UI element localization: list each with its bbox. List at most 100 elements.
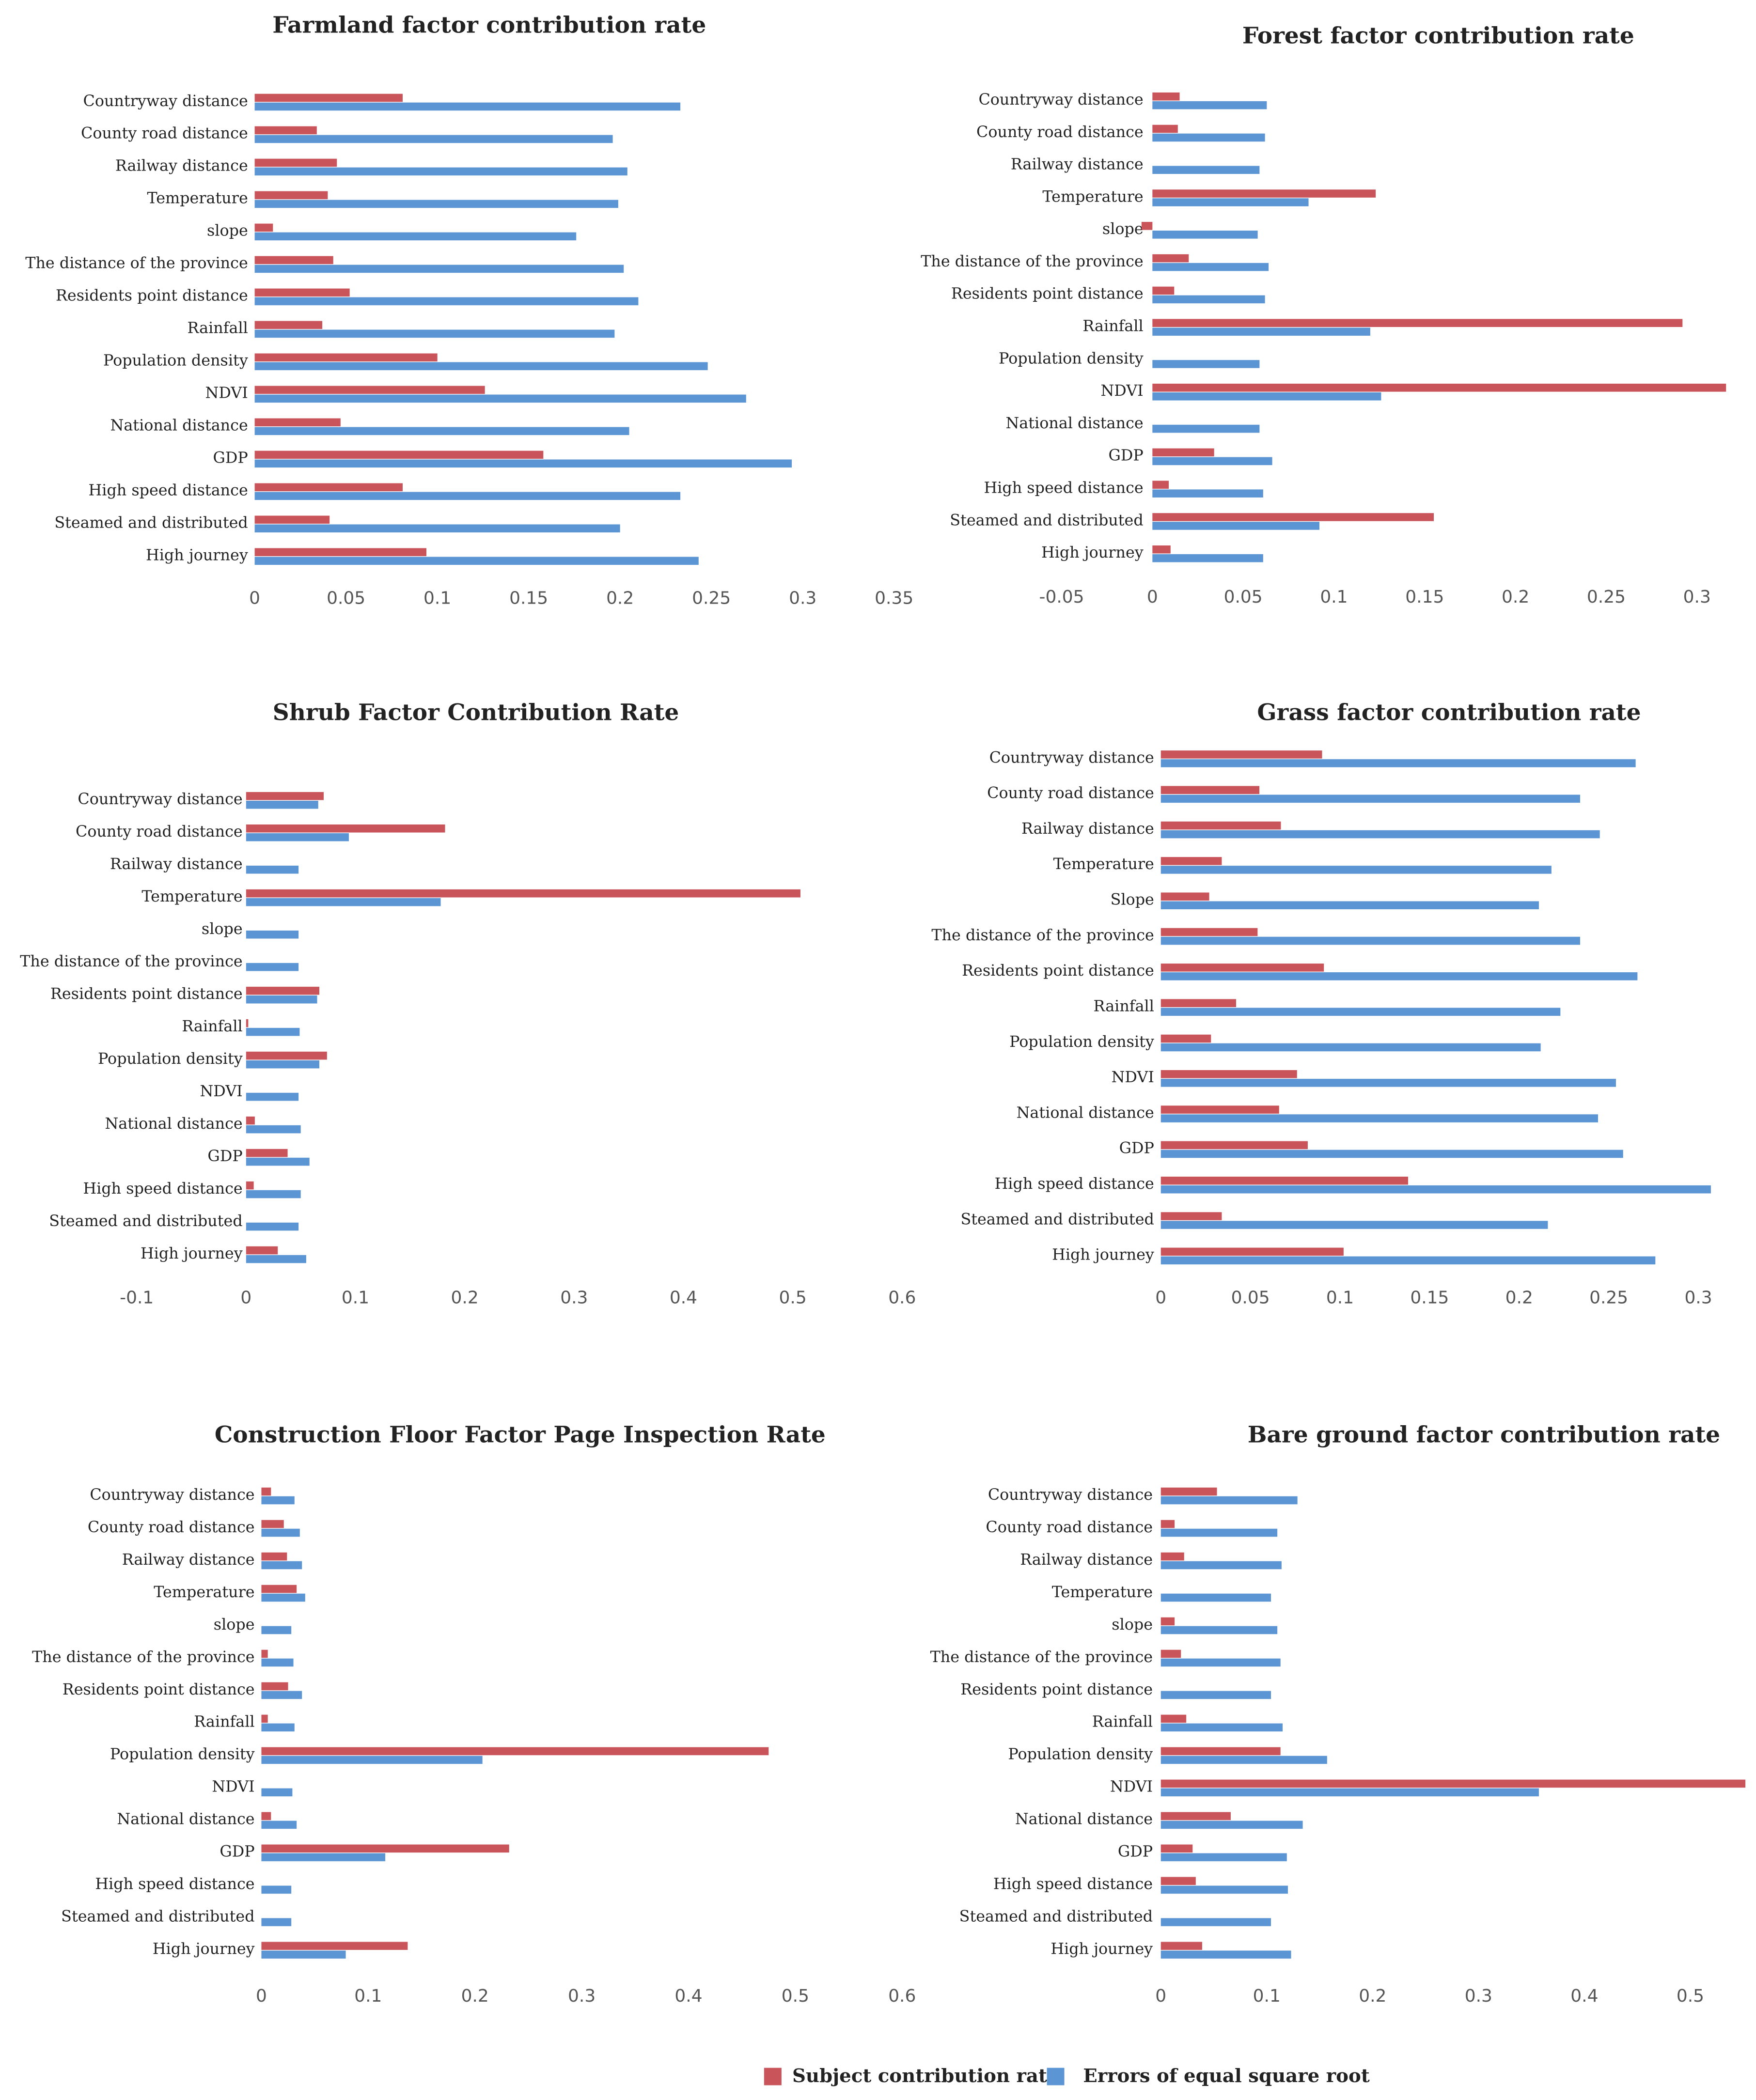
bar bbox=[246, 1157, 310, 1166]
bar bbox=[261, 1691, 302, 1699]
category-label: Temperature bbox=[1053, 855, 1154, 873]
bar bbox=[1160, 1649, 1181, 1658]
x-tick-label: 0.3 bbox=[560, 1288, 588, 1308]
x-tick-label: 0.4 bbox=[674, 1986, 702, 2006]
bar bbox=[254, 353, 438, 362]
bar bbox=[1160, 1617, 1175, 1626]
category-label: The distance of the province bbox=[930, 1648, 1153, 1666]
bar bbox=[261, 1714, 268, 1723]
category-label: Temperature bbox=[1052, 1583, 1153, 1601]
category-label: Countryway distance bbox=[78, 790, 242, 808]
x-tick-label: 0.05 bbox=[327, 589, 365, 608]
bar bbox=[1160, 1756, 1327, 1764]
bar bbox=[1160, 1008, 1561, 1016]
category-label: The distance of the province bbox=[25, 254, 248, 272]
category-label: slope bbox=[1102, 219, 1144, 238]
x-tick-label: 0.5 bbox=[779, 1288, 807, 1308]
bar bbox=[1152, 327, 1370, 336]
bar bbox=[254, 232, 577, 241]
bar bbox=[1152, 124, 1178, 133]
category-label: Residents point distance bbox=[951, 284, 1144, 303]
bar bbox=[1152, 448, 1214, 457]
category-label: Steamed and distributed bbox=[49, 1212, 242, 1230]
bar bbox=[1160, 1496, 1298, 1505]
x-tick-label: 0 bbox=[1155, 1288, 1166, 1308]
bar bbox=[1152, 384, 1726, 392]
bar bbox=[1160, 1779, 1746, 1788]
bar bbox=[1160, 1812, 1231, 1820]
bar bbox=[1160, 1185, 1711, 1194]
bar bbox=[261, 1552, 287, 1561]
bar bbox=[1160, 750, 1322, 759]
x-tick-label: 0.15 bbox=[1410, 1288, 1449, 1308]
category-label: Steamed and distributed bbox=[960, 1210, 1154, 1228]
category-label: High journey bbox=[1052, 1245, 1154, 1264]
legend-label: Subject contribution rate bbox=[792, 2065, 1059, 2087]
legend-swatch bbox=[1047, 2068, 1065, 2085]
category-label: Railway distance bbox=[1021, 819, 1154, 838]
category-label: NDVI bbox=[205, 384, 248, 402]
bar bbox=[246, 1092, 299, 1101]
x-tick-label: 0.2 bbox=[606, 589, 634, 608]
x-tick-label: 0.4 bbox=[1570, 1986, 1598, 2006]
bar bbox=[254, 158, 337, 167]
x-tick-label: 0.5 bbox=[1677, 1986, 1704, 2006]
x-tick-label: 0.1 bbox=[1253, 1986, 1281, 2006]
chart-title: Shrub Factor Contribution Rate bbox=[273, 700, 679, 726]
category-label: High speed distance bbox=[993, 1875, 1153, 1893]
bar bbox=[246, 865, 299, 874]
bar bbox=[1152, 481, 1169, 489]
category-label: Countryway distance bbox=[989, 748, 1154, 766]
category-label: National distance bbox=[1017, 1103, 1154, 1121]
bar bbox=[1152, 489, 1263, 498]
x-tick-label: 0.6 bbox=[888, 1288, 916, 1308]
category-label: Rainfall bbox=[1082, 317, 1143, 335]
bar bbox=[1152, 286, 1175, 295]
category-label: GDP bbox=[213, 449, 248, 467]
legend-swatch bbox=[764, 2068, 782, 2085]
bar bbox=[254, 418, 341, 427]
bar bbox=[1160, 1247, 1344, 1256]
category-label: slope bbox=[207, 221, 248, 240]
category-label: Population density bbox=[999, 349, 1144, 367]
bar bbox=[1160, 1528, 1278, 1537]
x-tick-label: 0 bbox=[256, 1986, 267, 2006]
category-label: Steamed and distributed bbox=[61, 1907, 254, 1926]
bar bbox=[254, 394, 746, 403]
category-label: GDP bbox=[1119, 1139, 1154, 1157]
category-label: Temperature bbox=[147, 189, 248, 207]
bar bbox=[1160, 1221, 1548, 1229]
bar bbox=[1160, 1853, 1287, 1862]
bar bbox=[1160, 999, 1237, 1007]
bar bbox=[1160, 1788, 1539, 1797]
bar bbox=[254, 386, 485, 394]
bar bbox=[1160, 1723, 1283, 1732]
x-tick-label: 0.15 bbox=[1405, 587, 1444, 607]
chart-title: Farmland factor contribution rate bbox=[272, 12, 706, 38]
category-label: Railway distance bbox=[110, 855, 243, 873]
category-label: Rainfall bbox=[182, 1017, 242, 1035]
bar bbox=[261, 1649, 268, 1658]
x-tick-label: 0.1 bbox=[1326, 1288, 1354, 1308]
bar bbox=[246, 930, 299, 939]
x-tick-label: 0.25 bbox=[692, 589, 731, 608]
bar bbox=[261, 1593, 305, 1602]
bar bbox=[261, 1942, 408, 1950]
category-label: The distance of the province bbox=[20, 952, 243, 970]
bar bbox=[1160, 1918, 1271, 1927]
x-tick-label: 0.2 bbox=[1505, 1288, 1533, 1308]
bar bbox=[246, 833, 349, 841]
bar bbox=[1160, 1820, 1303, 1829]
x-tick-label: 0.3 bbox=[1683, 587, 1711, 607]
bar bbox=[1152, 263, 1269, 271]
bar bbox=[246, 995, 317, 1004]
bar bbox=[254, 321, 323, 329]
category-label: National distance bbox=[110, 416, 248, 435]
category-label: Residents point distance bbox=[50, 984, 243, 1003]
bar bbox=[254, 329, 615, 338]
category-label: High speed distance bbox=[995, 1174, 1154, 1193]
bar bbox=[254, 93, 403, 102]
category-label: High journey bbox=[1050, 1940, 1153, 1958]
bar bbox=[1160, 821, 1281, 830]
x-tick-label: 0.15 bbox=[509, 589, 548, 608]
